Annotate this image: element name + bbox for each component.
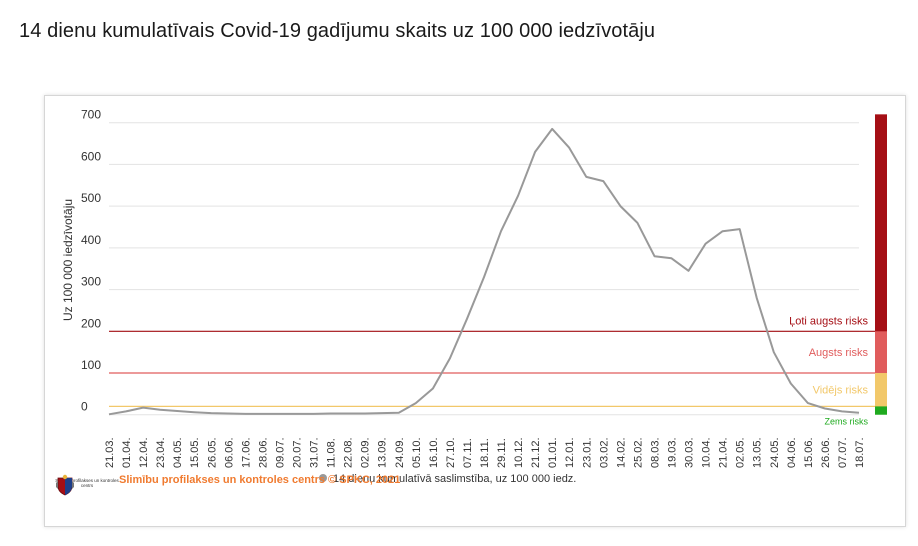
y-tick-label: 700 (81, 108, 101, 122)
series-line (108, 127, 860, 416)
risk-band (875, 114, 887, 332)
risk-bands: Ļoti augsts risks Augsts risks Vidējs risk… (109, 114, 887, 427)
y-axis-label: Uz 100 000 iedzīvotāju (61, 199, 75, 321)
x-tick-label: 28.06. (257, 437, 269, 468)
x-tick-label: 10.04. (701, 437, 713, 468)
x-tick-label: 07.07. (837, 437, 849, 468)
footer-credit: Slimību profilakses un kontroles centrs … (119, 474, 401, 486)
x-tick-label: 12.01. (564, 437, 576, 468)
series-layer (108, 127, 860, 416)
risk-band-label: Vidējs risks (813, 385, 869, 397)
risk-band (875, 373, 887, 407)
spkc-logo: Slimību profilakses un kontroles centrs (55, 474, 119, 496)
x-tick-label: 31.07. (309, 437, 321, 468)
x-tick-label: 11.08. (326, 438, 338, 468)
x-tick-label: 17.06. (240, 437, 252, 468)
legend: 14 dienu kumulatīvā saslimstība, uz 100 … (319, 473, 576, 485)
legend-label: 14 dienu kumulatīvā saslimstība, uz 100 … (333, 473, 576, 485)
x-tick-label: 13.05. (752, 437, 764, 468)
x-tick-label: 15.06. (803, 437, 815, 468)
x-tick-label: 21.03. (104, 437, 116, 468)
page-title: 14 dienu kumulatīvais Covid-19 gadījumu … (19, 20, 656, 42)
x-tick-label: 23.01. (581, 437, 593, 468)
y-tick-label: 0 (81, 400, 88, 414)
risk-band (875, 331, 887, 374)
y-tick-label: 100 (81, 358, 101, 372)
x-tick-label: 05.10. (411, 437, 423, 468)
gridlines (109, 122, 859, 416)
x-tick-label: 30.03. (684, 437, 696, 468)
x-tick-label: 01.01. (547, 437, 559, 468)
risk-band-label: Augsts risks (809, 347, 869, 359)
x-tick-label: 08.03. (649, 437, 661, 468)
footer: Slimību profilakses un kontroles centrs … (55, 474, 401, 496)
x-tick-label: 21.04. (718, 437, 730, 468)
x-tick-label: 26.05. (206, 437, 218, 468)
x-tick-label: 04.06. (786, 437, 798, 468)
y-tick-label: 200 (81, 316, 101, 330)
x-tick-label: 24.09. (394, 437, 406, 468)
x-tick-label: 03.02. (598, 437, 610, 468)
x-tick-label: 07.11. (462, 438, 474, 468)
x-tick-labels: 21.03. 01.04. 12.04. 23.04. 04.05. 15.05. 26.0… (104, 437, 866, 468)
y-tick-labels: 0 100 200 300 400 500 600 700 (81, 108, 101, 414)
x-tick-label: 12.04. (138, 437, 150, 468)
risk-band-label: Zems risks (825, 417, 869, 427)
x-tick-label: 16.10. (428, 437, 440, 468)
x-tick-label: 15.05. (189, 437, 201, 468)
risk-band (875, 406, 887, 415)
x-tick-label: 10.12. (513, 437, 525, 468)
x-tick-label: 24.05. (769, 437, 781, 468)
x-tick-label: 27.10. (445, 437, 457, 468)
x-tick-label: 09.07. (274, 437, 286, 468)
x-tick-label: 21.12. (530, 437, 542, 468)
x-tick-label: 04.05. (172, 437, 184, 468)
x-tick-label: 02.09. (360, 437, 372, 468)
risk-band-label: Ļoti augsts risks (789, 315, 868, 327)
line-chart: Uz 100 000 iedzīvotāju Ļoti augsts risks… (61, 108, 887, 485)
y-tick-label: 500 (81, 191, 101, 205)
x-tick-label: 02.05. (735, 437, 747, 468)
y-tick-label: 300 (81, 275, 101, 289)
x-tick-label: 23.04. (155, 437, 167, 468)
x-tick-label: 13.09. (377, 437, 389, 468)
x-tick-label: 06.06. (223, 437, 235, 468)
x-tick-label: 29.11. (496, 438, 508, 468)
x-tick-label: 14.02. (615, 437, 627, 468)
x-tick-label: 25.02. (632, 437, 644, 468)
y-tick-label: 400 (81, 233, 101, 247)
x-tick-label: 18.07. (854, 437, 866, 468)
x-tick-label: 01.04. (121, 437, 133, 468)
chart-card: Uz 100 000 iedzīvotāju Ļoti augsts risks… (44, 95, 906, 527)
logo-caption: Slimību profilakses un kontroles centrs (55, 478, 119, 488)
x-tick-label: 26.06. (820, 437, 832, 468)
x-tick-label: 22.08. (343, 437, 355, 468)
x-tick-label: 18.11. (479, 438, 491, 468)
coat-of-arms-icon (56, 474, 74, 496)
legend-marker (319, 474, 327, 482)
x-tick-label: 19.03. (667, 437, 679, 468)
y-tick-label: 600 (81, 149, 101, 163)
x-tick-label: 20.07. (292, 437, 304, 468)
